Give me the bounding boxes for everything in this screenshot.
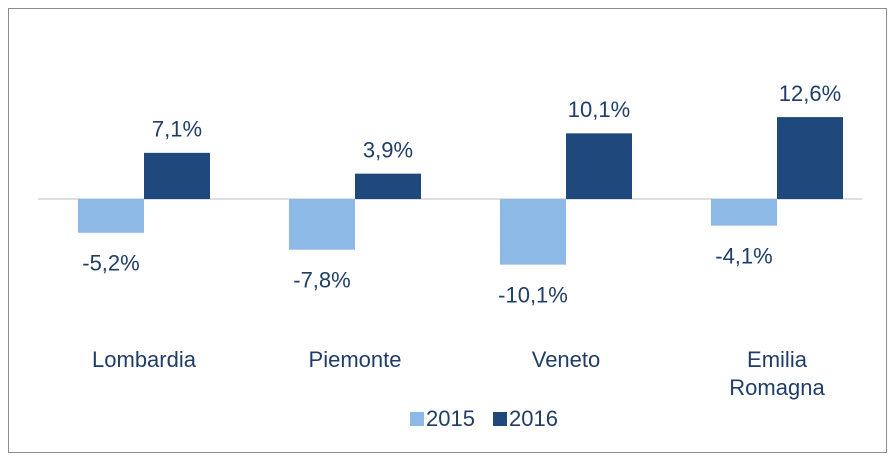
data-label: -4,1% — [715, 243, 772, 268]
data-label: 10,1% — [568, 97, 630, 122]
bar — [78, 199, 144, 233]
legend-label: 2016 — [509, 406, 558, 431]
data-label: 12,6% — [779, 81, 841, 106]
bar — [566, 133, 632, 199]
frame — [8, 8, 887, 453]
bar — [500, 199, 566, 265]
x-tick-label: Lombardia — [92, 347, 196, 372]
legend-swatch — [410, 412, 424, 426]
data-label: -7,8% — [293, 268, 350, 293]
x-tick-label: Veneto — [531, 347, 601, 372]
bar — [777, 117, 843, 199]
bar — [144, 152, 210, 199]
bar — [355, 173, 421, 199]
legend-swatch — [493, 412, 507, 426]
data-label: 3,9% — [363, 137, 413, 162]
bar — [711, 199, 777, 226]
bar — [289, 199, 355, 250]
data-label: -10,1% — [498, 282, 568, 307]
data-label: -5,2% — [82, 251, 139, 276]
data-label: 7,1% — [152, 117, 202, 142]
legend-label: 2015 — [426, 406, 475, 431]
x-tick-label: Piemonte — [308, 347, 402, 372]
x-tick-label: Emilia Romagna — [729, 347, 825, 400]
